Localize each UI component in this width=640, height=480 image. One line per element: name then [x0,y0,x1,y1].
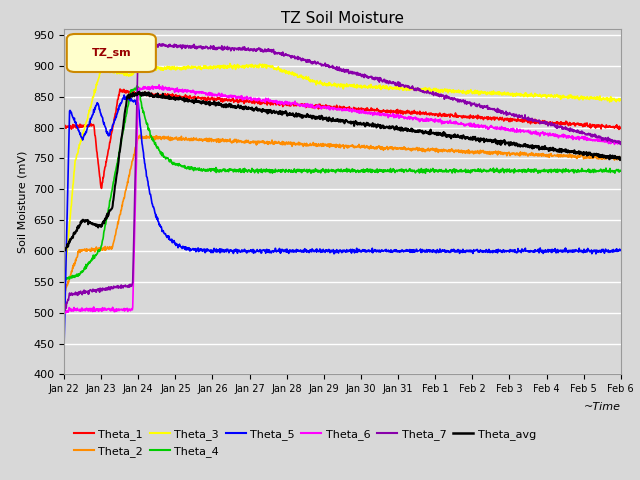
Theta_avg [617,156,625,161]
Theta_1 [617,125,625,131]
Theta_3 [318,82,326,87]
Theta_2 [318,141,326,147]
Theta_6 [319,104,326,110]
Theta_7 [378,77,385,83]
Theta_3 [378,84,385,90]
Theta_6 [60,310,68,316]
Theta_avg [61,248,68,253]
Theta_4 [378,168,385,173]
Theta_5 [378,248,385,253]
Theta_avg [126,93,134,99]
Theta_3 [297,72,305,78]
Line: Theta_6: Theta_6 [64,85,621,313]
Theta_6 [61,311,69,316]
Theta_4 [126,91,134,96]
Theta_5 [126,98,134,104]
Theta_1 [98,185,106,191]
Theta_3 [617,97,625,103]
FancyBboxPatch shape [67,34,156,72]
Line: Theta_4: Theta_4 [64,86,621,279]
Theta_7 [318,61,326,67]
Theta_avg [104,211,111,216]
Theta_7 [103,287,111,292]
Theta_2 [60,291,68,297]
Theta_6 [297,101,305,107]
Theta_2 [308,142,316,148]
Theta_6 [104,306,111,312]
Theta_3 [126,72,134,77]
Theta_avg [60,247,68,253]
Line: Theta_7: Theta_7 [64,42,621,312]
Theta_5 [617,248,625,253]
Theta_1 [378,108,385,114]
Theta_4 [617,168,625,173]
Theta_4 [308,168,316,173]
Theta_avg [378,124,385,130]
Line: Theta_avg: Theta_avg [64,92,621,251]
Theta_4 [297,169,305,175]
Theta_5 [103,131,111,136]
Theta_3 [226,60,234,66]
Theta_5 [318,249,326,255]
Theta_1 [308,103,316,108]
Y-axis label: Soil Moisture (mV): Soil Moisture (mV) [17,150,28,253]
Theta_6 [308,104,316,110]
Theta_4 [133,83,141,89]
Theta_5 [60,345,68,351]
Theta_4 [104,213,111,218]
Theta_7 [126,282,134,288]
Theta_3 [308,79,316,84]
Theta_1 [297,101,305,107]
Theta_6 [156,82,163,88]
Theta_1 [104,153,111,158]
Theta_7 [308,59,316,65]
Theta_3 [103,68,111,74]
Theta_avg [136,89,143,95]
Theta_5 [120,92,128,98]
Theta_1 [319,104,326,110]
Legend: Theta_1, Theta_2, Theta_3, Theta_4, Theta_5, Theta_6, Theta_7, Theta_avg: Theta_1, Theta_2, Theta_3, Theta_4, Thet… [70,425,540,461]
Theta_1 [116,86,124,92]
Theta_1 [127,89,134,95]
Theta_2 [136,132,144,138]
Theta_3 [60,280,68,286]
Theta_2 [617,156,625,161]
Text: ~Time: ~Time [584,402,621,412]
Theta_2 [103,245,111,251]
Line: Theta_1: Theta_1 [64,89,621,188]
Line: Theta_5: Theta_5 [64,95,621,348]
Theta_avg [308,114,316,120]
Theta_2 [126,170,134,176]
Theta_6 [617,140,625,145]
Theta_4 [319,168,326,174]
Theta_7 [617,139,625,145]
Theta_6 [378,112,385,118]
Theta_avg [319,116,326,121]
Theta_2 [297,140,305,146]
Theta_4 [60,275,68,281]
Theta_4 [63,276,70,282]
Theta_5 [308,246,316,252]
Theta_2 [378,146,385,152]
Theta_7 [135,39,143,45]
Theta_1 [60,123,68,129]
Line: Theta_2: Theta_2 [64,135,621,294]
Text: TZ_sm: TZ_sm [92,48,131,58]
Theta_7 [297,56,305,61]
Theta_6 [126,307,134,312]
Theta_avg [297,112,305,118]
Title: TZ Soil Moisture: TZ Soil Moisture [281,11,404,26]
Theta_7 [60,309,68,314]
Theta_5 [297,247,305,253]
Line: Theta_3: Theta_3 [64,63,621,283]
